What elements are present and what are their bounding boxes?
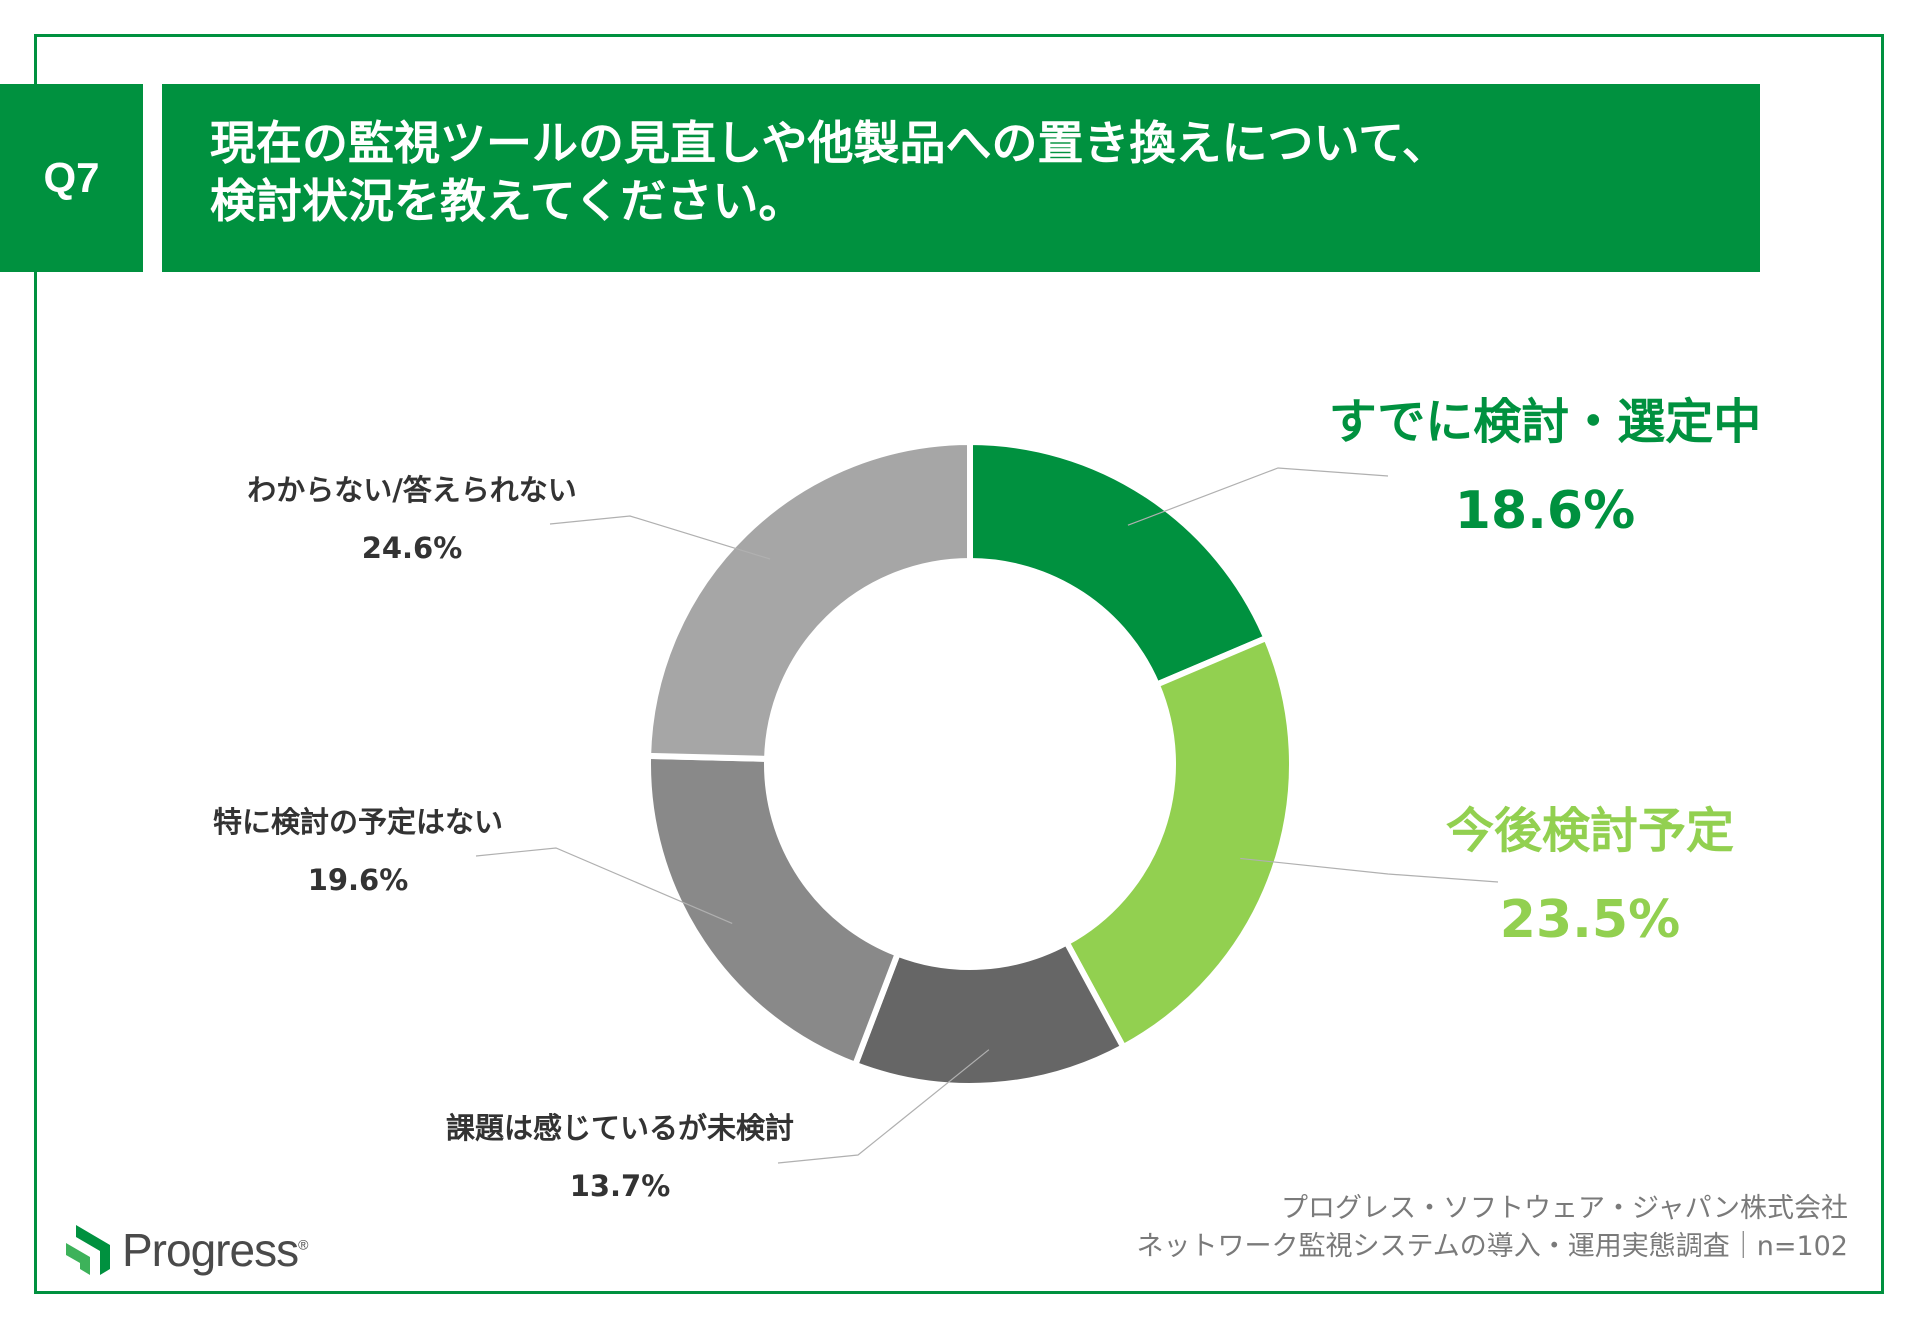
slice-value-4: 19.6%: [308, 863, 409, 897]
slice-label-3: 課題は感じているが未検討: [446, 1111, 794, 1145]
footer-company: プログレス・ソフトウェア・ジャパン株式会社: [1281, 1193, 1848, 1224]
donut-slice-5: [645, 438, 973, 762]
slice-value-2: 23.5%: [1500, 890, 1680, 950]
slide-frame: [34, 34, 1884, 1294]
slice-value-3: 13.7%: [570, 1169, 671, 1203]
question-number: Q7: [43, 154, 100, 201]
question-title-line2: 検討状況を教えてください。: [210, 174, 805, 228]
leader-line-3: [777, 1049, 990, 1164]
donut-slice-2: [1062, 634, 1295, 1052]
slice-label-2: 今後検討予定: [1446, 803, 1734, 859]
slice-value-1: 18.6%: [1455, 481, 1635, 541]
question-number-badge: Q7: [0, 84, 143, 272]
leader-line-5: [549, 515, 771, 560]
footer-survey: ネットワーク監視システムの導入・運用実態調査｜n=102: [1136, 1231, 1848, 1262]
progress-logo-icon: [66, 1225, 110, 1275]
question-title-line1: 現在の監視ツールの見直しや他製品への置き換えについて、: [210, 116, 1448, 170]
leader-line-2: [1240, 857, 1499, 883]
footer-source: プログレス・ソフトウェア・ジャパン株式会社 ネットワーク監視システムの導入・運用…: [1137, 1190, 1848, 1266]
slice-label-5: わからない/答えられない: [247, 473, 577, 507]
slice-label-1: すでに検討・選定中: [1329, 394, 1761, 450]
progress-logo-text: Progress®: [122, 1224, 308, 1276]
progress-logo: Progress®: [66, 1222, 308, 1278]
leader-line-4: [475, 847, 733, 924]
question-title-box: 現在の監視ツールの見直しや他製品への置き換えについて、 検討状況を教えてください…: [162, 84, 1760, 272]
slice-label-4: 特に検討の予定はない: [213, 805, 503, 839]
donut-slice-4: [645, 752, 902, 1069]
donut-slice-1: [967, 438, 1271, 689]
leader-line-1: [1127, 467, 1389, 526]
slice-value-5: 24.6%: [362, 531, 463, 565]
